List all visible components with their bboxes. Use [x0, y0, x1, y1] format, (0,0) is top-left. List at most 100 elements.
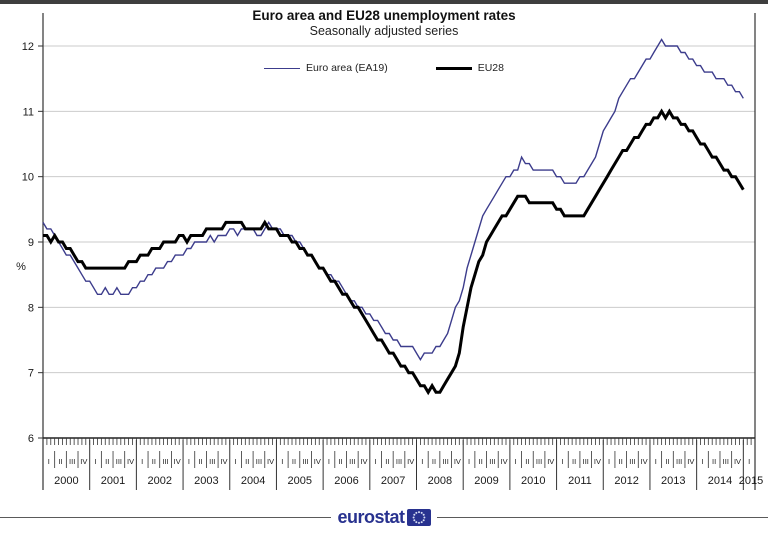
- year-label: 2008: [428, 475, 452, 487]
- quarter-label: IV: [407, 457, 414, 466]
- quarter-label: II: [245, 457, 249, 466]
- quarter-label: I: [48, 457, 50, 466]
- quarter-label: III: [69, 457, 75, 466]
- quarter-label: I: [655, 457, 657, 466]
- quarter-label: I: [188, 457, 190, 466]
- legend-item-euro-area: Euro area (EA19): [264, 62, 388, 74]
- quarter-label: III: [209, 457, 215, 466]
- quarter-label: II: [152, 457, 156, 466]
- quarter-label: II: [339, 457, 343, 466]
- y-tick-label: 10: [22, 172, 34, 184]
- y-tick-label: 7: [28, 368, 34, 380]
- year-label: 2004: [241, 475, 265, 487]
- quarter-label: III: [443, 457, 449, 466]
- quarter-label: IV: [127, 457, 134, 466]
- year-label: 2006: [334, 475, 358, 487]
- quarter-label: II: [479, 457, 483, 466]
- quarter-label: III: [116, 457, 122, 466]
- eu28-line-sample-icon: [435, 66, 472, 70]
- year-label: 2012: [614, 475, 638, 487]
- y-tick-label: 8: [28, 302, 34, 314]
- eu-flag-icon: [406, 508, 431, 526]
- year-label: 2010: [521, 475, 545, 487]
- quarter-label: IV: [267, 457, 274, 466]
- quarter-label: IV: [734, 457, 741, 466]
- y-tick-label: 9: [28, 237, 34, 249]
- quarter-label: III: [583, 457, 589, 466]
- quarter-label: I: [701, 457, 703, 466]
- quarter-label: II: [105, 457, 109, 466]
- quarter-label: I: [748, 457, 750, 466]
- euro-area-series-line: [42, 38, 744, 361]
- eurostat-logo-text: eurostat: [337, 507, 405, 527]
- quarter-label: I: [141, 457, 143, 466]
- year-label: 2009: [474, 475, 498, 487]
- quarter-label: II: [292, 457, 296, 466]
- quarter-label: II: [58, 457, 62, 466]
- quarter-label: II: [665, 457, 669, 466]
- year-label: 2005: [288, 475, 312, 487]
- chart-title: Euro area and EU28 unemployment rates: [252, 8, 516, 23]
- top-border-bar: [0, 0, 768, 4]
- quarter-label: II: [198, 457, 202, 466]
- chart-legend: Euro area (EA19) EU28: [0, 62, 768, 74]
- year-label: 2007: [381, 475, 405, 487]
- year-label: 2002: [147, 475, 171, 487]
- quarter-label: IV: [687, 457, 694, 466]
- quarter-label: III: [162, 457, 168, 466]
- quarter-label: II: [525, 457, 529, 466]
- quarter-label: I: [375, 457, 377, 466]
- quarter-label: I: [515, 457, 517, 466]
- quarter-label: IV: [360, 457, 367, 466]
- eurostat-logo: eurostat: [0, 506, 768, 528]
- chart-subtitle: Seasonally adjusted series: [309, 24, 459, 38]
- quarter-label: I: [468, 457, 470, 466]
- y-axis-unit-label: %: [16, 261, 26, 273]
- year-label: 2011: [568, 475, 592, 487]
- quarter-label: III: [349, 457, 355, 466]
- quarter-label: III: [256, 457, 262, 466]
- quarter-label: III: [396, 457, 402, 466]
- eu28-series-line: [43, 108, 745, 396]
- quarter-label: II: [385, 457, 389, 466]
- year-label: 2013: [661, 475, 685, 487]
- quarter-label: I: [608, 457, 610, 466]
- quarter-label: I: [281, 457, 283, 466]
- quarter-label: II: [712, 457, 716, 466]
- quarter-label: IV: [80, 457, 87, 466]
- quarter-label: IV: [220, 457, 227, 466]
- legend-label-euro-area: Euro area (EA19): [306, 62, 388, 74]
- quarter-label: III: [723, 457, 729, 466]
- year-label: 2003: [194, 475, 218, 487]
- legend-item-eu28: EU28: [435, 62, 504, 74]
- quarter-label: III: [676, 457, 682, 466]
- quarter-label: I: [235, 457, 237, 466]
- quarter-label: III: [629, 457, 635, 466]
- quarter-label: II: [432, 457, 436, 466]
- euro-area-line-sample-icon: [264, 67, 300, 69]
- quarter-label: I: [328, 457, 330, 466]
- quarter-label: III: [302, 457, 308, 466]
- quarter-label: II: [572, 457, 576, 466]
- y-tick-label: 11: [23, 106, 34, 118]
- quarter-label: I: [94, 457, 96, 466]
- quarter-label: IV: [641, 457, 648, 466]
- quarter-label: IV: [454, 457, 461, 466]
- quarter-label: III: [536, 457, 542, 466]
- quarter-label: I: [421, 457, 423, 466]
- year-label: 2015: [739, 475, 763, 487]
- quarter-label: II: [619, 457, 623, 466]
- year-label: 2000: [54, 475, 78, 487]
- quarter-label: IV: [314, 457, 321, 466]
- legend-label-eu28: EU28: [477, 62, 504, 74]
- quarter-label: I: [561, 457, 563, 466]
- year-label: 2014: [708, 475, 732, 487]
- quarter-label: IV: [594, 457, 601, 466]
- quarter-label: III: [489, 457, 495, 466]
- y-tick-label: 6: [28, 433, 34, 445]
- quarter-label: IV: [174, 457, 181, 466]
- year-label: 2001: [101, 475, 125, 487]
- quarter-label: IV: [547, 457, 554, 466]
